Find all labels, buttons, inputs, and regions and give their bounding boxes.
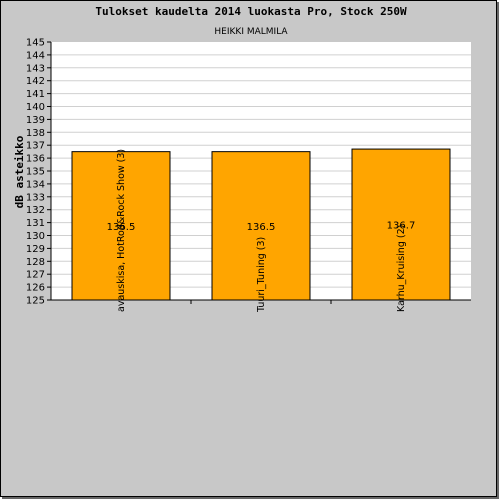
y-tick-label: 139 [26, 115, 45, 126]
y-tick-label: 145 [26, 38, 45, 49]
y-tick-label: 128 [26, 257, 45, 268]
y-tick-label: 133 [26, 192, 45, 203]
axes [47, 41, 471, 304]
y-tick-label: 134 [26, 179, 45, 190]
y-tick-label: 142 [26, 76, 45, 87]
data-label: 136.7 [387, 221, 416, 232]
y-tick-label: 141 [26, 89, 45, 100]
y-axis-label: dB asteikko [13, 135, 26, 208]
y-tick-label: 140 [26, 102, 45, 113]
chart-subtitle: HEIKKI MALMILA [214, 27, 288, 37]
data-label: 136.5 [247, 222, 276, 233]
chart-title: Tulokset kaudelta 2014 luokasta Pro, Sto… [95, 5, 407, 18]
y-tick-label: 135 [26, 167, 45, 178]
category-label: Tuuri_Tuning (3) [256, 237, 267, 313]
y-tick-label: 144 [26, 50, 45, 61]
y-tick-label: 126 [26, 283, 45, 294]
data-label: 136.5 [107, 222, 136, 233]
category-label: avauskisa, HotRod&Rock Show (3) [116, 149, 127, 312]
y-tick-label: 129 [26, 244, 45, 255]
y-tick-label: 137 [26, 141, 45, 152]
y-tick-label: 138 [26, 128, 45, 139]
y-tick-label: 131 [26, 218, 45, 229]
y-tick-label: 127 [26, 270, 45, 281]
y-tick-label: 143 [26, 63, 45, 74]
bar [351, 148, 451, 301]
category-labels: avauskisa, HotRod&Rock Show (3) Tuuri_Tun… [116, 149, 407, 313]
y-tick-label: 125 [26, 296, 45, 307]
y-tick-label: 132 [26, 205, 45, 216]
data-labels: 136.5 136.5 136.7 [107, 221, 416, 233]
y-tick-label: 130 [26, 231, 45, 242]
category-label: Karhu_Kruising (2) [396, 225, 407, 312]
bars [71, 148, 451, 301]
y-tick-label: 136 [26, 154, 45, 165]
